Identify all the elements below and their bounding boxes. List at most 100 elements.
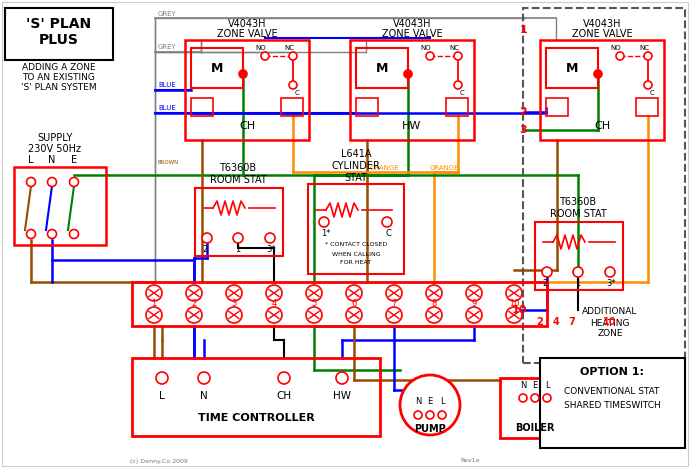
Text: CYLINDER: CYLINDER [332, 161, 380, 171]
Bar [191, 48, 243, 88]
Text: T6360B: T6360B [560, 197, 597, 207]
Circle shape [346, 285, 362, 301]
Text: 6: 6 [351, 300, 357, 308]
Circle shape [438, 411, 446, 419]
Text: HW: HW [333, 391, 351, 401]
Circle shape [26, 229, 35, 239]
Circle shape [531, 394, 539, 402]
Circle shape [226, 307, 242, 323]
Circle shape [306, 285, 322, 301]
Text: ROOM STAT: ROOM STAT [550, 209, 607, 219]
Text: C: C [460, 90, 464, 96]
Text: 4: 4 [553, 317, 560, 327]
Text: PUMP: PUMP [414, 424, 446, 434]
Bar [540, 358, 685, 448]
Circle shape [146, 285, 162, 301]
Circle shape [289, 52, 297, 60]
Circle shape [466, 307, 482, 323]
Text: 3*: 3* [266, 244, 276, 254]
Circle shape [616, 52, 624, 60]
Text: NO: NO [256, 45, 266, 51]
Circle shape [605, 267, 615, 277]
Text: ZONE VALVE: ZONE VALVE [572, 29, 632, 39]
Circle shape [261, 52, 269, 60]
Text: N: N [200, 391, 208, 401]
Bar [132, 358, 380, 436]
Text: 7: 7 [569, 317, 575, 327]
Circle shape [426, 307, 442, 323]
Circle shape [336, 372, 348, 384]
Text: N: N [520, 381, 526, 390]
Text: 7: 7 [391, 300, 397, 308]
Circle shape [146, 307, 162, 323]
Text: T6360B: T6360B [219, 163, 257, 173]
Bar [308, 184, 404, 274]
Text: V4043H: V4043H [228, 19, 266, 29]
Bar [535, 222, 623, 290]
Circle shape [594, 70, 602, 78]
Bar [185, 40, 309, 140]
Text: 2: 2 [191, 300, 197, 308]
Bar [636, 98, 658, 116]
Circle shape [644, 52, 652, 60]
Circle shape [278, 372, 290, 384]
Text: BLUE: BLUE [158, 105, 176, 111]
Circle shape [226, 285, 242, 301]
Text: GREY: GREY [158, 11, 177, 17]
Text: ADDITIONAL: ADDITIONAL [582, 307, 638, 316]
Circle shape [404, 70, 412, 78]
Text: 'S' PLAN: 'S' PLAN [26, 17, 92, 31]
Bar [546, 98, 568, 116]
Circle shape [506, 307, 522, 323]
Text: N: N [415, 396, 421, 405]
Circle shape [70, 177, 79, 187]
Text: HEATING: HEATING [590, 319, 630, 328]
Text: E: E [533, 381, 538, 390]
Circle shape [70, 229, 79, 239]
Text: 'S' PLAN SYSTEM: 'S' PLAN SYSTEM [21, 83, 97, 93]
Bar [446, 98, 468, 116]
Text: V4043H: V4043H [393, 19, 431, 29]
Circle shape [186, 307, 202, 323]
Text: N: N [48, 155, 56, 165]
Circle shape [289, 81, 297, 89]
Text: V4043H: V4043H [583, 19, 621, 29]
Text: 10: 10 [511, 305, 527, 315]
Circle shape [386, 285, 402, 301]
Text: TIME CONTROLLER: TIME CONTROLLER [197, 413, 315, 423]
Text: WHEN CALLING: WHEN CALLING [332, 251, 380, 256]
Text: E: E [427, 396, 433, 405]
Text: L: L [440, 396, 444, 405]
Text: L: L [28, 155, 34, 165]
Text: GREY: GREY [158, 44, 177, 50]
Circle shape [265, 233, 275, 243]
Text: 230V 50Hz: 230V 50Hz [28, 144, 81, 154]
Circle shape [266, 307, 282, 323]
Text: ROOM STAT: ROOM STAT [210, 175, 266, 185]
Text: CH: CH [277, 391, 292, 401]
Bar [281, 98, 303, 116]
Text: TO AN EXISTING: TO AN EXISTING [23, 73, 95, 82]
Text: BLUE: BLUE [158, 82, 176, 88]
Circle shape [186, 285, 202, 301]
Circle shape [454, 52, 462, 60]
Circle shape [644, 81, 652, 89]
Text: ORANGE: ORANGE [370, 165, 400, 171]
Text: C: C [385, 229, 391, 239]
Text: M: M [211, 61, 223, 74]
Text: ZONE VALVE: ZONE VALVE [382, 29, 442, 39]
Circle shape [239, 70, 247, 78]
Text: NO: NO [421, 45, 431, 51]
Circle shape [319, 217, 329, 227]
Bar [356, 48, 408, 88]
Text: 10: 10 [509, 300, 520, 308]
Text: ORANGE: ORANGE [430, 165, 460, 171]
Text: ADDING A ZONE: ADDING A ZONE [22, 64, 96, 73]
Circle shape [198, 372, 210, 384]
Bar [540, 40, 664, 140]
Text: NC: NC [639, 45, 649, 51]
Text: SUPPLY: SUPPLY [37, 133, 72, 143]
Bar [546, 48, 598, 88]
Text: 1: 1 [235, 244, 241, 254]
Circle shape [306, 307, 322, 323]
